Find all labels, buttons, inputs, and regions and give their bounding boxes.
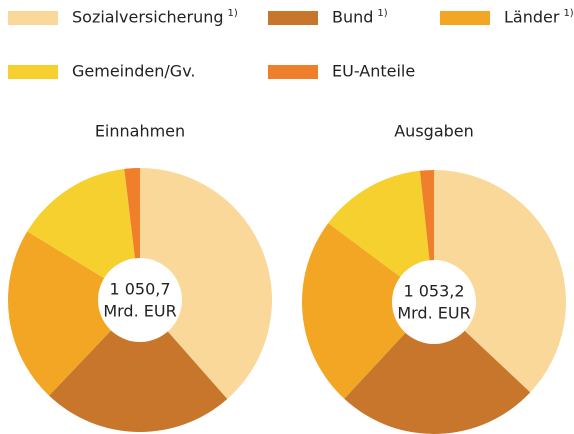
legend-swatch [8, 11, 58, 25]
center-hole [98, 258, 182, 342]
chart-title: Ausgaben [394, 122, 474, 141]
pie-slice [8, 231, 141, 396]
pie-slice [344, 302, 531, 434]
legend-label: Sozialversicherung [72, 8, 224, 27]
total-label: 1 053,2 [403, 282, 464, 301]
legend-swatch [440, 11, 490, 25]
pie-slice [328, 170, 434, 302]
center-hole [392, 260, 476, 344]
legend-label: Gemeinden/Gv. [72, 62, 196, 81]
legend-swatch [268, 11, 318, 25]
legend-label: EU-Anteile [332, 62, 415, 81]
legend-note: 1) [377, 8, 387, 19]
pie-slice [49, 300, 228, 433]
chart-title: Einnahmen [95, 122, 185, 141]
total-unit: Mrd. EUR [397, 304, 470, 323]
pie-slice [27, 168, 140, 300]
legend-label: Bund [332, 8, 373, 27]
legend-swatch [268, 65, 318, 79]
legend-note: 1) [563, 8, 573, 19]
pie-slice [140, 168, 272, 400]
legend-swatch [8, 65, 58, 79]
legend-label: Länder [504, 8, 560, 27]
pie-slice [302, 223, 434, 399]
total-label: 1 050,7 [109, 280, 170, 299]
total-unit: Mrd. EUR [103, 302, 176, 321]
pie-slice [434, 170, 567, 393]
legend-note: 1) [228, 8, 238, 19]
